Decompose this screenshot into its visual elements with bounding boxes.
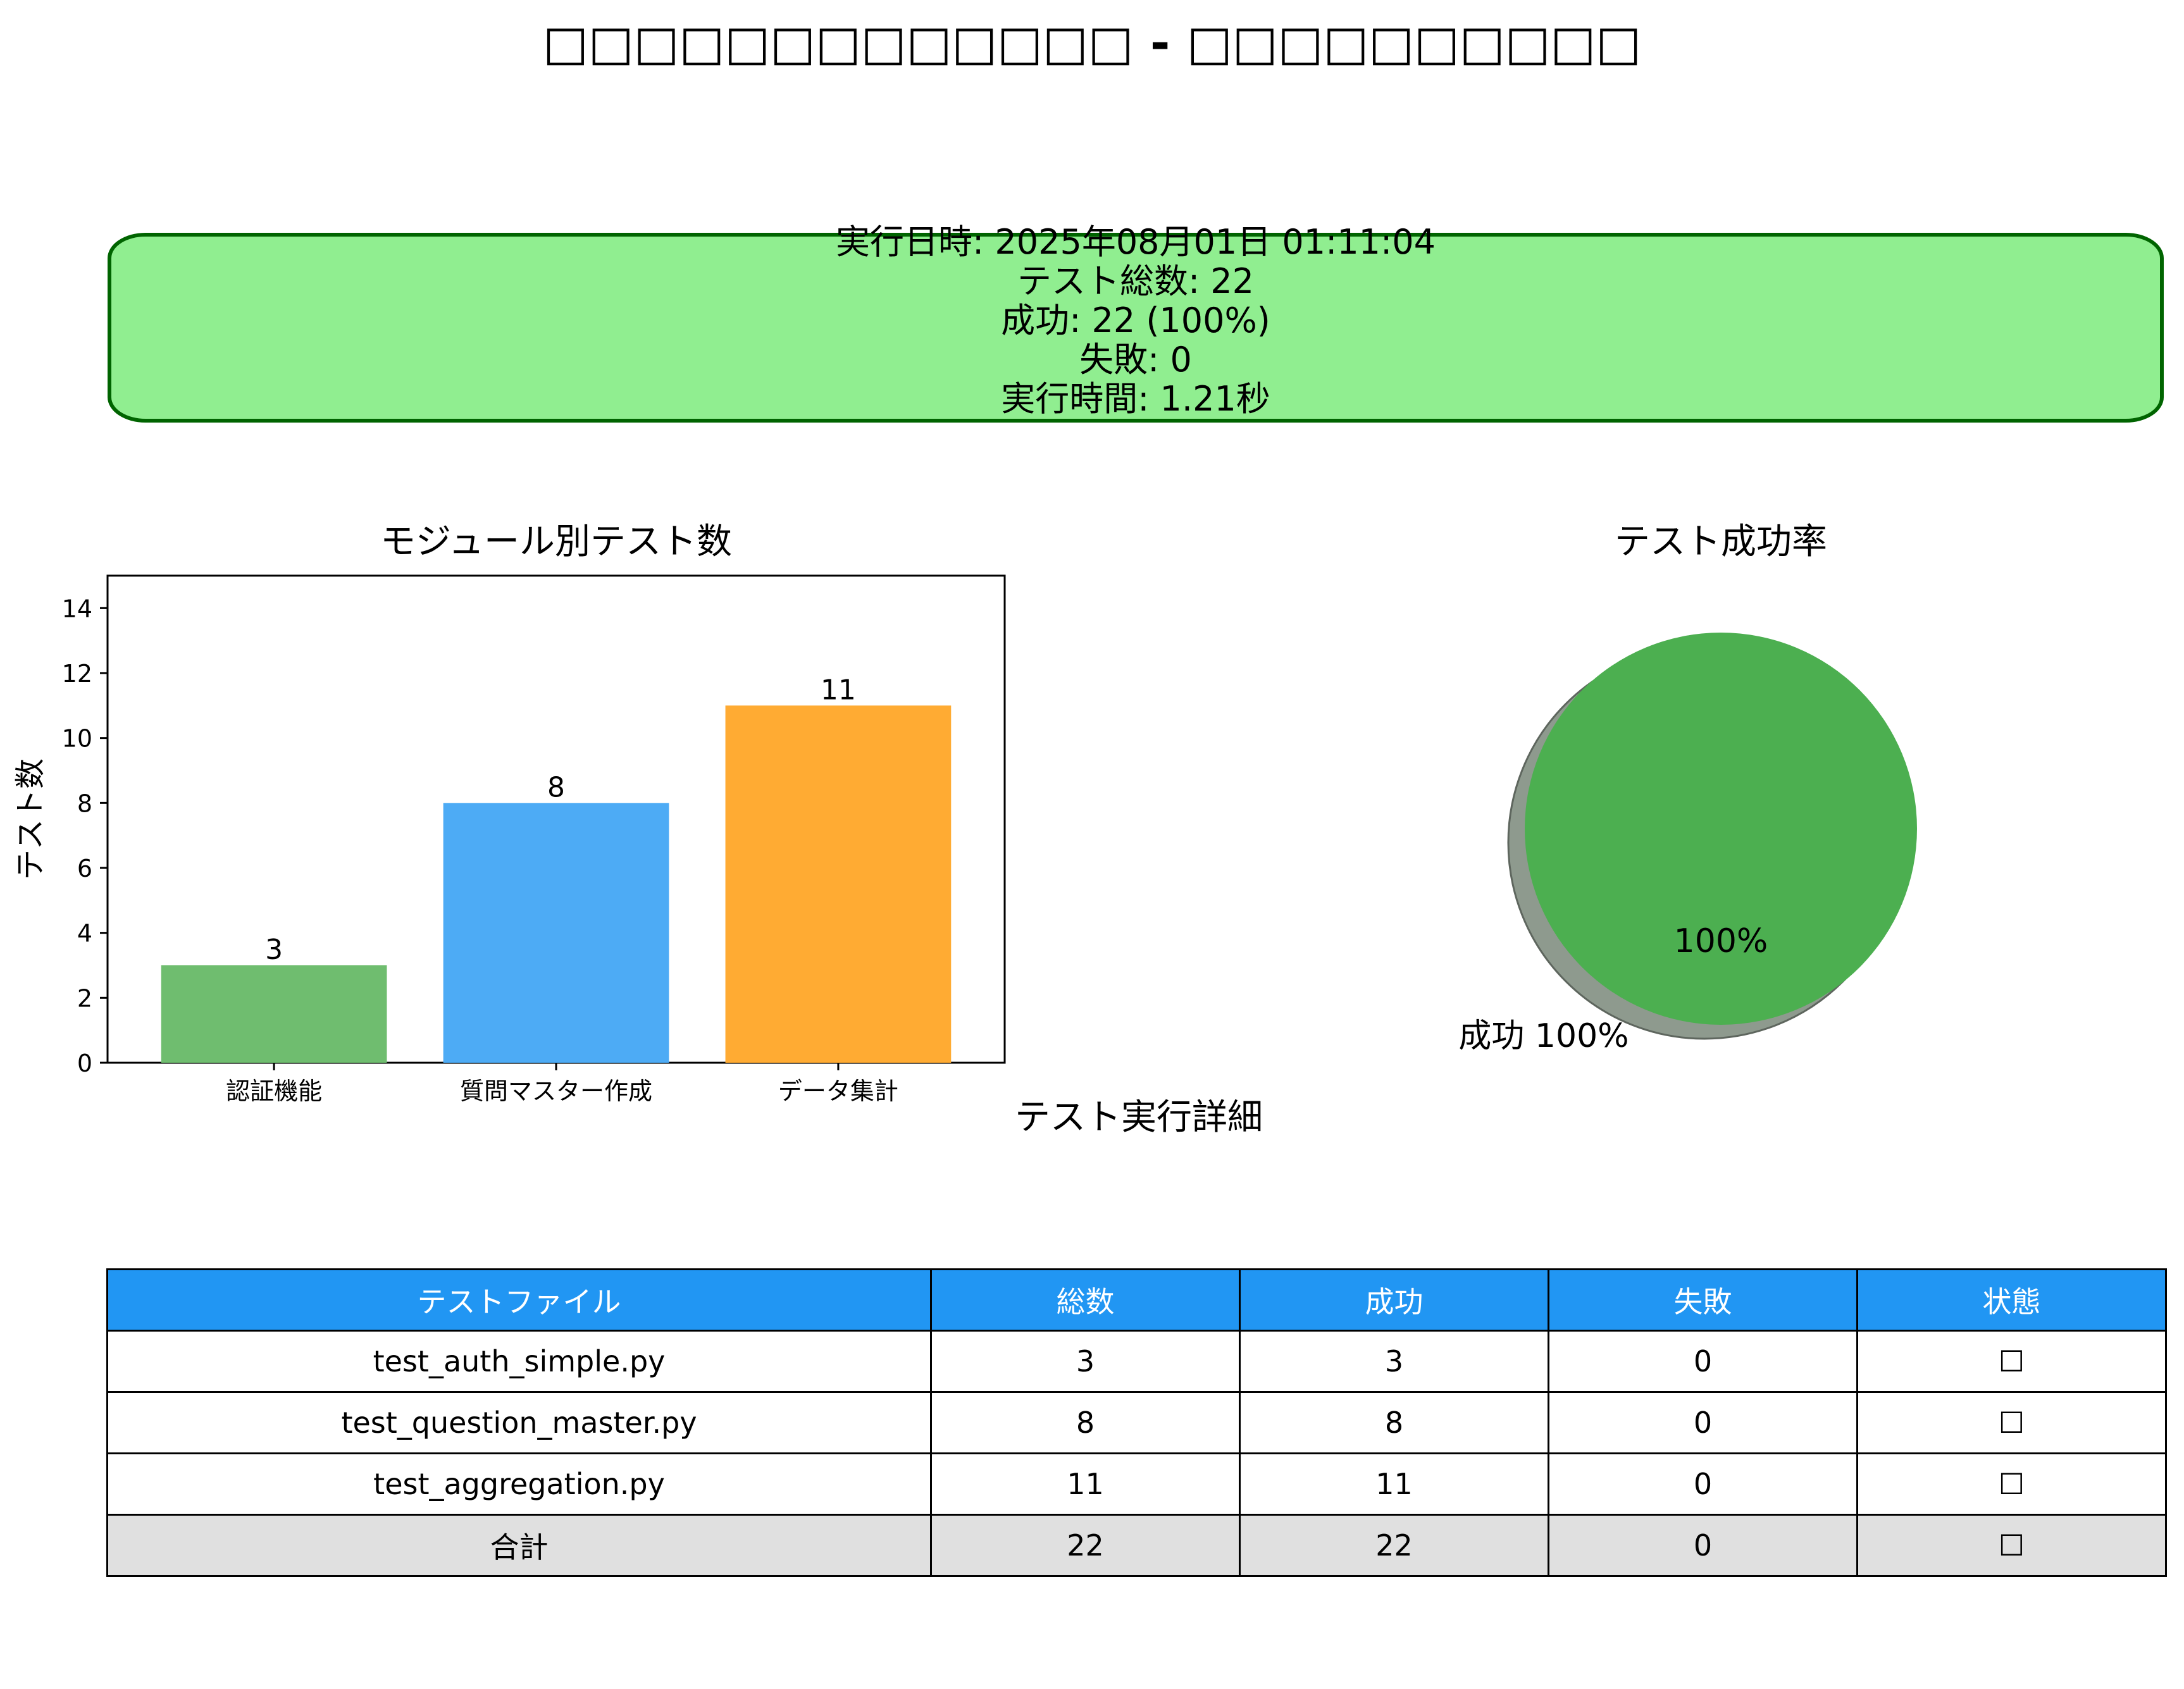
bar-data-label: 11 [821,674,856,706]
pie-chart-title: テスト成功率 [1615,521,1827,562]
cell-file: test_question_master.py [106,1391,932,1454]
cell-failed: 0 [1548,1330,1858,1393]
table-header-row: テストファイル 総数 成功 失敗 状態 [106,1268,2167,1332]
cell-success: 8 [1239,1391,1549,1454]
cell-status: ☐ [1856,1514,2167,1577]
x-tick-label: 認証機能 [226,1077,322,1105]
table-row: test_aggregation.py 11 11 0 ☐ [106,1452,2167,1516]
bar-data-label: 8 [547,771,565,803]
cell-total: 8 [930,1391,1241,1454]
cell-failed: 0 [1548,1452,1858,1516]
y-tick-label: 10 [62,725,92,753]
y-tick-label: 12 [62,660,92,688]
cell-total: 11 [930,1452,1241,1516]
page-title: □□□□□□□□□□□□□ - □□□□□□□□□□ [542,15,1641,71]
cell-status: ☐ [1856,1330,2167,1393]
pie-percent-label: 100% [1674,922,1768,960]
bar-data-label: 3 [265,934,283,966]
summary-line-success: 成功: 22 (100%) [1001,300,1270,340]
table-title: テスト実行詳細 [1015,1097,1263,1138]
header-file: テストファイル [106,1268,932,1332]
cell-file: 合計 [106,1514,932,1577]
cell-status: ☐ [1856,1391,2167,1454]
bar-chart: 0 2 4 6 8 10 12 14 3 認証機能 8 質問マスター作成 11 データ集計 テスト数 [13,574,1006,1105]
table-row: test_question_master.py 8 8 0 ☐ [106,1391,2167,1454]
header-total: 総数 [930,1268,1241,1332]
summary-line-datetime: 実行日時: 2025年08月01日 01:11:04 [836,222,1436,262]
pie-slice-label: 成功 100% [1458,1017,1629,1055]
y-tick-label: 6 [77,855,92,882]
bar-chart-title: モジュール別テスト数 [380,521,733,562]
x-tick-label: 質問マスター作成 [460,1077,652,1105]
summary-box [108,233,2164,423]
y-tick-label: 4 [77,920,92,948]
pie-chart: 100% 成功 100% [1458,633,1917,1055]
cell-status: ☐ [1856,1452,2167,1516]
bar [161,965,387,1063]
bar [725,705,952,1063]
summary-line-duration: 実行時間: 1.21秒 [1001,379,1270,419]
table-row: test_auth_simple.py 3 3 0 ☐ [106,1330,2167,1393]
cell-total: 22 [930,1514,1241,1577]
table-total-row: 合計 22 22 0 ☐ [106,1514,2167,1577]
cell-success: 3 [1239,1330,1549,1393]
cell-failed: 0 [1548,1514,1858,1577]
cell-success: 11 [1239,1452,1549,1516]
summary-line-total: テスト総数: 22 [1017,261,1255,301]
header-success: 成功 [1239,1268,1549,1332]
cell-total: 3 [930,1330,1241,1393]
bar [443,803,669,1063]
cell-file: test_auth_simple.py [106,1330,932,1393]
header-status: 状態 [1856,1268,2167,1332]
cell-file: test_aggregation.py [106,1452,932,1516]
y-axis-label: テスト数 [13,758,48,880]
cell-success: 22 [1239,1514,1549,1577]
pie-slice [1525,633,1917,1025]
cell-failed: 0 [1548,1391,1858,1454]
y-tick-label: 14 [62,595,92,622]
y-tick-label: 2 [77,984,92,1012]
y-tick-label: 8 [77,789,92,817]
x-tick-label: データ集計 [778,1077,898,1105]
detail-table: テストファイル 総数 成功 失敗 状態 test_auth_simple.py … [106,1268,2167,1577]
header-failed: 失敗 [1548,1268,1858,1332]
summary-line-failed: 失敗: 0 [1079,340,1192,380]
summary-text: 実行日時: 2025年08月01日 01:11:04 テスト総数: 22 成功:… [108,223,2164,419]
y-tick-label: 0 [77,1049,92,1077]
